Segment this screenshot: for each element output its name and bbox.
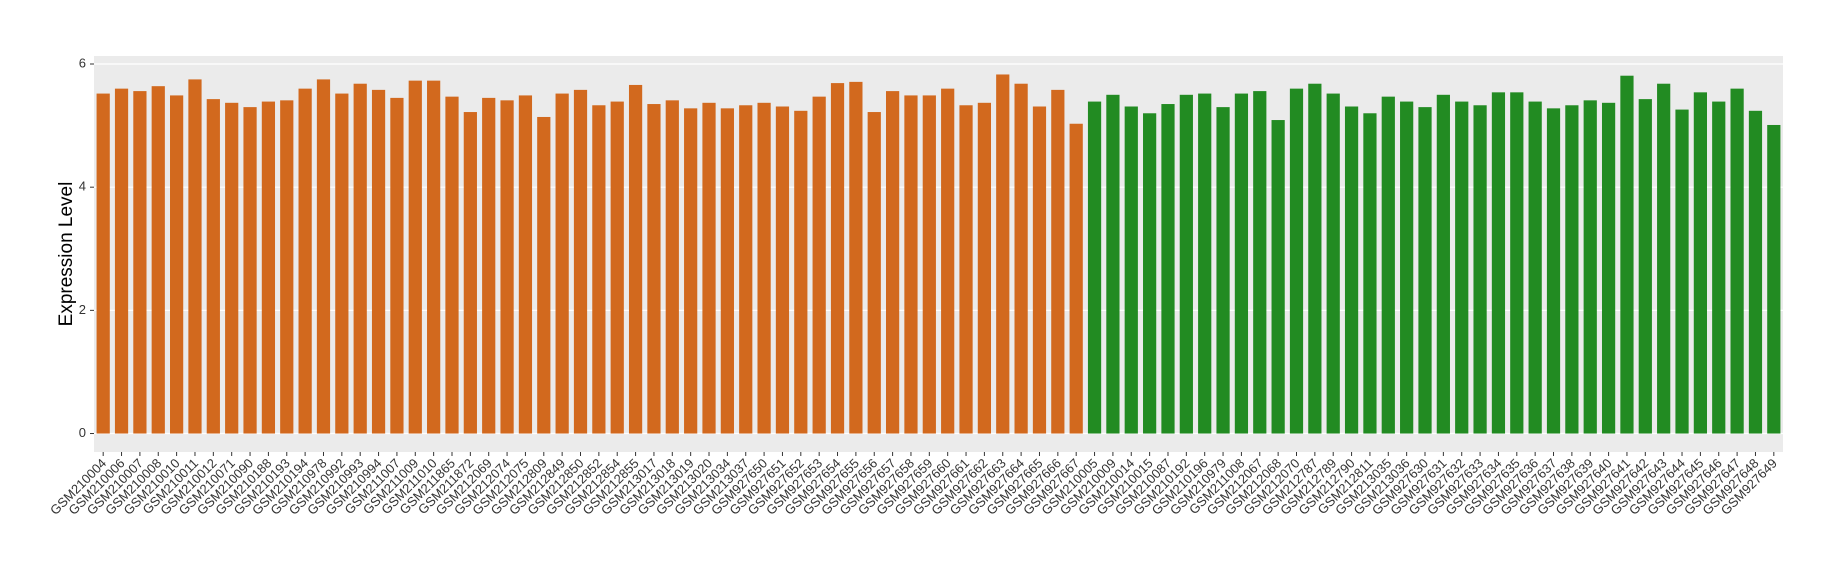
bar <box>482 97 496 434</box>
bar <box>1106 94 1120 434</box>
bar <box>1712 101 1726 434</box>
bar <box>463 112 477 434</box>
bar <box>1510 92 1524 434</box>
bar <box>555 93 569 434</box>
bar <box>427 80 441 434</box>
bar <box>243 107 257 434</box>
bar <box>261 101 276 434</box>
y-tick-label: 0 <box>79 425 86 440</box>
bar <box>1638 99 1652 434</box>
bar <box>867 112 881 434</box>
bar <box>830 83 845 434</box>
bar <box>1087 101 1102 434</box>
bar <box>1455 101 1469 434</box>
bar <box>408 80 422 434</box>
bar <box>757 102 771 434</box>
bar <box>500 100 514 434</box>
bar <box>188 79 202 434</box>
bar <box>647 104 661 434</box>
bar <box>1032 106 1047 434</box>
bar <box>518 95 533 434</box>
bar <box>1216 107 1230 434</box>
bar <box>1601 102 1616 434</box>
bar <box>665 100 679 434</box>
bar <box>1583 100 1597 434</box>
bar <box>335 93 349 434</box>
bar <box>1528 101 1542 434</box>
bar <box>1418 107 1432 434</box>
bar <box>1198 93 1212 434</box>
bar <box>1565 105 1579 434</box>
bar <box>1124 106 1138 434</box>
bar <box>1344 106 1359 434</box>
y-axis-title: Expression Level <box>56 182 77 327</box>
bar <box>959 105 973 434</box>
bar <box>1179 94 1193 434</box>
bar <box>390 97 404 434</box>
bar <box>684 108 698 434</box>
bar <box>1014 83 1028 434</box>
bar <box>1473 105 1487 434</box>
bar <box>812 96 826 434</box>
bar <box>794 110 808 434</box>
bar <box>133 91 147 434</box>
bar <box>1289 88 1304 434</box>
bar <box>1253 91 1267 434</box>
bar <box>1767 124 1781 434</box>
bar <box>1546 108 1561 434</box>
bar <box>445 96 459 434</box>
bar <box>1051 89 1065 434</box>
bar <box>537 116 551 434</box>
bar <box>977 102 992 434</box>
y-tick-label: 2 <box>79 302 86 317</box>
bar <box>371 89 386 434</box>
bar <box>1748 110 1763 434</box>
bar <box>353 83 367 434</box>
y-tick-label: 4 <box>79 179 86 194</box>
bar <box>151 86 165 434</box>
bar <box>1143 113 1157 434</box>
bar <box>225 102 239 434</box>
bar <box>775 106 790 434</box>
bar <box>316 79 331 434</box>
bar <box>941 88 955 434</box>
bar <box>1381 96 1395 434</box>
bar <box>1693 92 1707 434</box>
bar <box>996 74 1010 434</box>
bar <box>1069 123 1083 434</box>
y-tick-label: 6 <box>79 55 86 70</box>
bar <box>170 95 184 434</box>
bar <box>1234 93 1249 434</box>
bar <box>922 95 936 434</box>
bar <box>592 105 606 434</box>
bar <box>1657 83 1671 434</box>
bar <box>720 108 734 434</box>
bar <box>280 100 294 434</box>
bar <box>628 84 643 434</box>
bar <box>1326 93 1340 434</box>
bar <box>1400 101 1414 434</box>
bar <box>96 93 110 434</box>
bar <box>298 88 312 434</box>
bar <box>849 81 863 434</box>
bar <box>1161 104 1175 434</box>
bar <box>1436 94 1450 434</box>
bar <box>1491 92 1506 434</box>
bar <box>1620 75 1634 434</box>
bar <box>610 101 624 434</box>
bar <box>573 89 588 434</box>
bar <box>114 88 129 434</box>
bar <box>206 99 220 434</box>
bar <box>702 102 716 434</box>
bar <box>1363 113 1377 434</box>
bar <box>1675 109 1689 434</box>
bar <box>739 105 753 434</box>
bar <box>1730 88 1744 434</box>
bar <box>1271 120 1285 434</box>
bar <box>885 91 900 434</box>
bar <box>904 95 918 434</box>
bar <box>1308 83 1322 434</box>
